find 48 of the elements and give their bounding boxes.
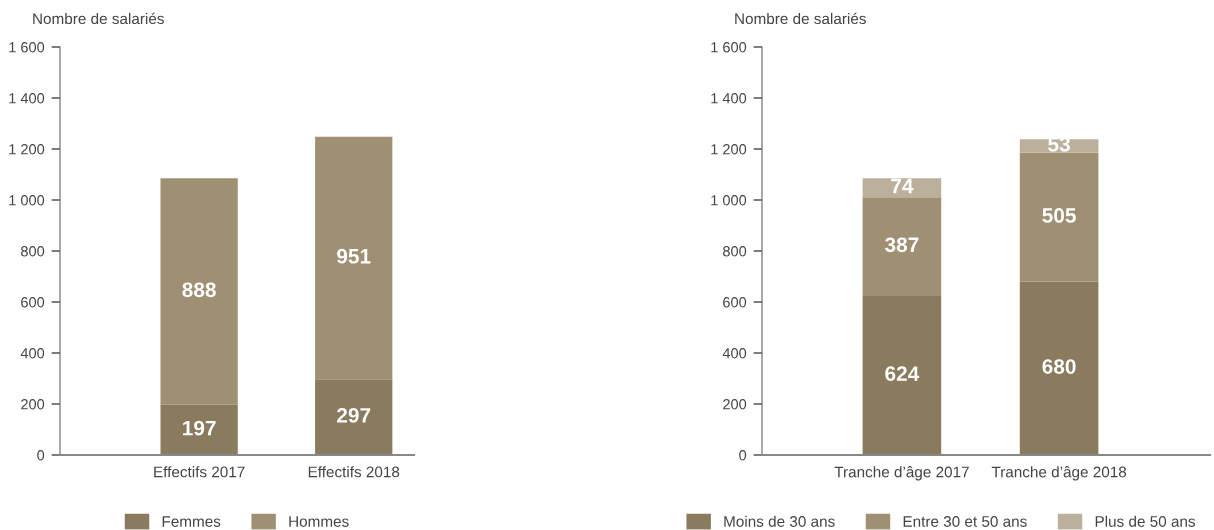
y-tick-label: 800 bbox=[723, 246, 747, 257]
bar bbox=[1019, 281, 1099, 455]
legend-label: Moins de 30 ans bbox=[724, 515, 835, 527]
y-tick-label: 1 600 bbox=[9, 42, 45, 53]
x-tick-label: Tranche d’âge 2018 bbox=[991, 466, 1127, 481]
y-tick-label: 1 000 bbox=[711, 195, 747, 206]
data-label: 951 bbox=[337, 248, 371, 264]
y-tick-label: 1 600 bbox=[711, 42, 747, 53]
y-tick-label: 600 bbox=[723, 297, 747, 308]
bar bbox=[1019, 139, 1099, 153]
legend-label: Entre 30 et 50 ans bbox=[903, 516, 1027, 527]
data-label: 197 bbox=[183, 420, 216, 436]
data-label: 505 bbox=[1042, 208, 1076, 223]
y-tick-label: 200 bbox=[723, 399, 747, 410]
data-label: 888 bbox=[182, 282, 216, 298]
y-axis-title: Nombre de salariés bbox=[33, 12, 164, 25]
x-tick-label: Effectifs 2017 bbox=[154, 466, 245, 478]
y-axis-title: Nombre de salariés bbox=[735, 12, 866, 25]
y-tick-label: 0 bbox=[739, 450, 747, 461]
y-tick-label: 800 bbox=[21, 246, 45, 257]
legend-label: Hommes bbox=[289, 516, 349, 527]
bar bbox=[862, 197, 942, 296]
data-label: 624 bbox=[885, 366, 920, 382]
bar bbox=[160, 404, 238, 455]
y-tick-label: 600 bbox=[21, 297, 45, 308]
legend-label: Femmes bbox=[162, 516, 221, 527]
y-tick-label: 1 000 bbox=[9, 195, 45, 206]
x-tick-label: Tranche d’âge 2017 bbox=[834, 466, 969, 481]
y-tick-label: 1 200 bbox=[9, 144, 45, 155]
data-label: 387 bbox=[885, 237, 919, 253]
bar bbox=[315, 136, 393, 380]
y-tick-label: 0 bbox=[37, 450, 45, 461]
y-tick-label: 400 bbox=[722, 348, 747, 359]
y-tick-label: 400 bbox=[20, 348, 45, 359]
data-label: 680 bbox=[1042, 359, 1076, 374]
y-tick-label: 1 400 bbox=[711, 93, 747, 104]
data-label: 297 bbox=[337, 407, 371, 423]
y-tick-label: 200 bbox=[21, 399, 45, 410]
y-tick-label: 1 200 bbox=[711, 144, 747, 155]
bar bbox=[160, 178, 238, 405]
x-tick-label: Effectifs 2018 bbox=[308, 466, 400, 478]
legend-label: Plus de 50 ans bbox=[1095, 515, 1196, 527]
bar bbox=[862, 295, 942, 455]
bar bbox=[1019, 152, 1099, 282]
bar bbox=[862, 178, 942, 198]
bar bbox=[315, 379, 393, 455]
data-label: 74 bbox=[891, 178, 914, 194]
y-tick-label: 1 400 bbox=[9, 93, 45, 104]
